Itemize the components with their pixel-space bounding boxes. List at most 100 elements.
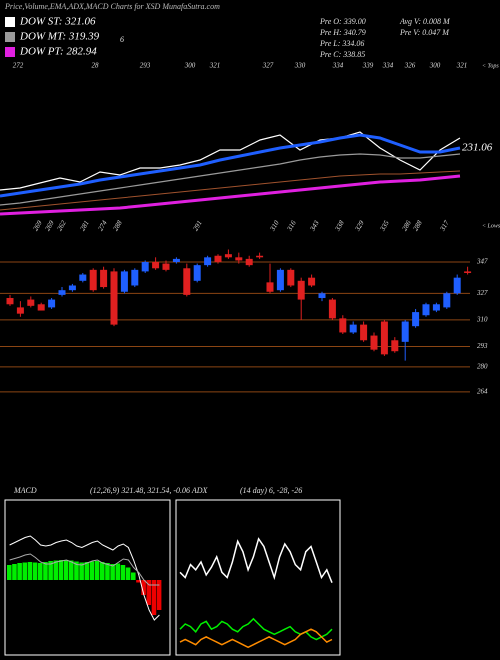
candle-body xyxy=(214,255,222,263)
candle-body xyxy=(464,271,472,273)
tops-label: < Tops xyxy=(482,63,499,69)
candle-body xyxy=(193,265,201,281)
legend-label: DOW MT: 319.39 xyxy=(19,31,100,43)
top-label: 321 xyxy=(209,62,221,70)
histogram-bar xyxy=(84,562,90,580)
legend-swatch xyxy=(5,17,15,27)
candle-body xyxy=(68,285,76,291)
y-tick-label: 327 xyxy=(476,289,488,297)
candle-body xyxy=(349,324,357,333)
series-line xyxy=(179,537,333,583)
candle-body xyxy=(422,304,430,316)
candle-body xyxy=(162,263,170,270)
histogram-bar xyxy=(32,562,38,580)
top-label: 300 xyxy=(184,62,196,70)
y-tick-label: 293 xyxy=(477,342,488,350)
series-line xyxy=(0,131,461,191)
histogram-bar xyxy=(141,580,146,595)
candle-body xyxy=(16,307,24,314)
histogram-bar xyxy=(131,572,136,580)
candle-body xyxy=(360,324,368,341)
series-line xyxy=(0,170,461,211)
candle-body xyxy=(391,340,399,352)
series-line xyxy=(0,174,461,216)
candle-body xyxy=(245,258,253,266)
candle-body xyxy=(276,269,284,291)
histogram-bar xyxy=(94,561,100,580)
info-text: Avg V: 0.008 M xyxy=(399,17,451,26)
legend-swatch xyxy=(5,32,15,42)
candle-body xyxy=(120,271,128,292)
candle-body xyxy=(224,254,232,258)
top-label: 339 xyxy=(362,62,374,70)
histogram-bar xyxy=(110,564,115,580)
end-label: 231.06 xyxy=(462,142,493,154)
panel-frame xyxy=(4,499,171,656)
top-label: 321 xyxy=(456,62,468,70)
candle-body xyxy=(256,255,264,258)
candle-body xyxy=(48,299,56,308)
candle-body xyxy=(100,269,108,288)
histogram-bar xyxy=(105,563,110,580)
candle-body xyxy=(6,298,14,305)
candle-body xyxy=(204,257,212,266)
candle-body xyxy=(79,274,87,281)
candle-body xyxy=(27,299,35,306)
histogram-bar xyxy=(22,562,28,580)
candle-body xyxy=(308,277,316,286)
histogram-bar xyxy=(53,560,59,580)
histogram-bar xyxy=(43,562,48,580)
series-line xyxy=(179,617,333,641)
annotation: 6 xyxy=(120,35,124,44)
candle-body xyxy=(401,321,409,342)
y-tick-label: 280 xyxy=(477,362,488,370)
candle-body xyxy=(110,271,118,325)
candle-body xyxy=(172,258,180,263)
histogram-bar xyxy=(115,563,121,580)
top-label: 293 xyxy=(140,62,151,70)
info-text: Pre C: 338.85 xyxy=(319,50,365,59)
info-text: Pre H: 340.79 xyxy=(319,28,366,37)
histogram-bar xyxy=(156,580,162,610)
candle-body xyxy=(370,335,378,350)
series-line xyxy=(0,153,461,206)
info-text: Pre V: 0.047 M xyxy=(399,28,450,37)
panel-subtitle: (14 day) 6, -28, -26 xyxy=(240,486,302,495)
histogram-bar xyxy=(79,562,84,580)
page-title: Price,Volume,EMA,ADX,MACD Charts for XSD… xyxy=(4,2,220,11)
y-tick-label: 264 xyxy=(477,388,488,396)
histogram-bar xyxy=(151,580,157,615)
series-line xyxy=(0,133,461,198)
panel-subtitle: (12,26,9) 321.48, 321.54, -0.06 ADX xyxy=(90,486,209,495)
y-tick-label: 310 xyxy=(476,316,488,324)
top-label: 28 xyxy=(92,62,100,70)
histogram-bar xyxy=(63,560,69,580)
lows-label: < Lows xyxy=(482,223,500,229)
top-label: 327 xyxy=(262,62,274,70)
candle-body xyxy=(318,293,326,299)
series-line xyxy=(9,553,160,586)
candle-body xyxy=(297,280,305,300)
top-label: 326 xyxy=(404,62,416,70)
histogram-bar xyxy=(89,561,95,580)
candle-body xyxy=(183,268,191,295)
top-label: 334 xyxy=(382,62,394,70)
y-tick-label: 347 xyxy=(476,258,488,266)
histogram-bar xyxy=(38,563,43,580)
legend-swatch xyxy=(5,47,15,57)
candle-body xyxy=(287,269,295,286)
panel-title: MACD xyxy=(13,486,37,495)
top-label: 272 xyxy=(13,62,24,70)
top-label: 334 xyxy=(332,62,344,70)
info-text: Pre L: 334.06 xyxy=(319,39,364,48)
candle-body xyxy=(443,293,451,308)
candle-body xyxy=(58,290,66,295)
candle-body xyxy=(432,304,440,311)
candle-body xyxy=(453,277,461,294)
candle-body xyxy=(339,318,347,333)
candle-body xyxy=(131,269,139,286)
candle-body xyxy=(152,262,160,269)
